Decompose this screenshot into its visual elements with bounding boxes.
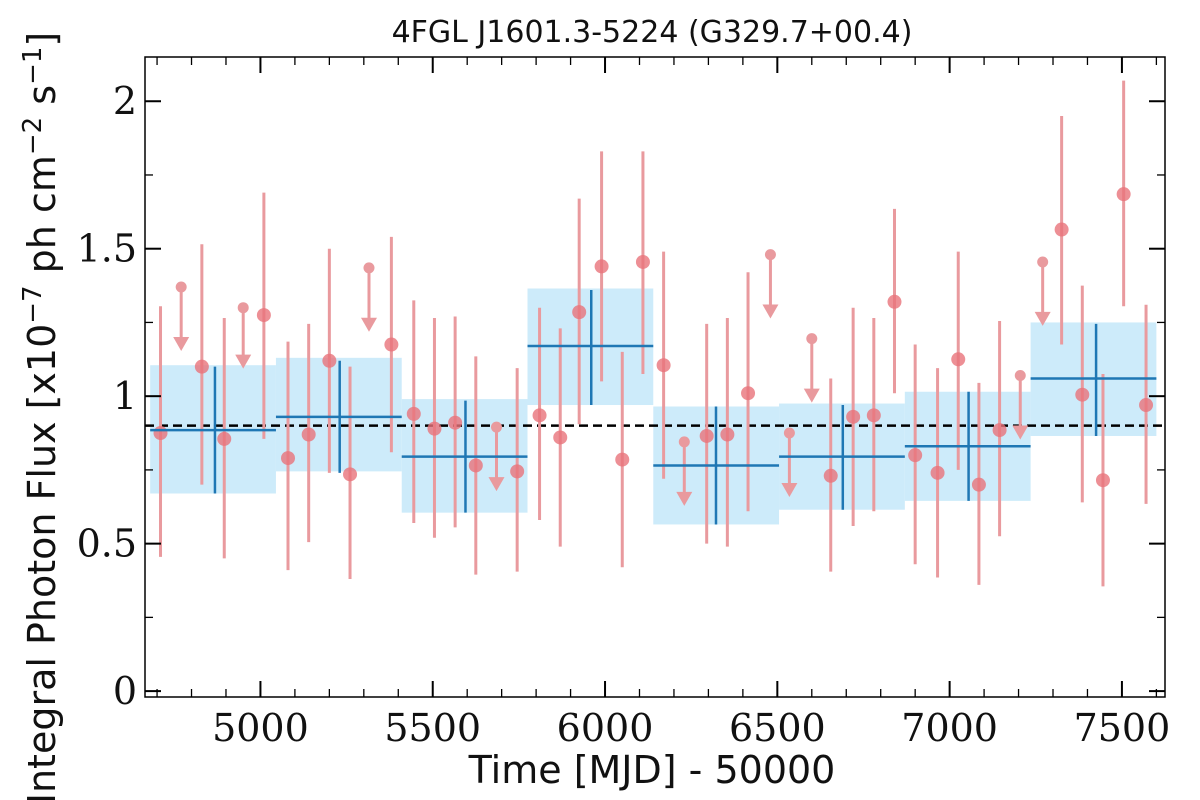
x-tick-label: 7000	[901, 706, 998, 750]
flux-point	[951, 352, 966, 367]
flux-point	[384, 337, 399, 352]
flux-point	[448, 415, 463, 430]
bin-crosses	[150, 289, 1157, 525]
axes: 5000 5500 6000 6500 7000 7500 0 0.5 1 1.5 2	[77, 56, 1171, 750]
flux-point	[930, 465, 945, 480]
flux-point	[1075, 387, 1090, 402]
flux-point	[615, 452, 630, 467]
flux-point	[846, 409, 861, 424]
y-tick-label: 1	[113, 374, 137, 418]
flux-point	[532, 408, 547, 423]
flux-point	[1095, 473, 1110, 488]
flux-point	[256, 308, 271, 323]
flux-point	[468, 458, 483, 473]
flux-point	[281, 451, 296, 466]
upper-limit-arrow	[762, 304, 779, 319]
y-label-exp1: −7	[18, 285, 48, 323]
x-tick-label: 5000	[212, 706, 309, 750]
upper-limits	[173, 249, 1051, 506]
upper-limit-arrow	[1012, 425, 1029, 440]
flux-point	[1116, 187, 1131, 202]
y-label-exp3: −1	[18, 47, 48, 85]
y-label-middle: ph cm	[20, 155, 64, 285]
flux-point	[194, 359, 209, 374]
flux-points	[153, 187, 1154, 492]
y-axis-label: Integral Photon Flux [x10−7 ph cm−2 s−1]	[18, 32, 64, 800]
x-axis-label: Time [MJD] - 50000	[468, 748, 836, 792]
y-tick-label: 0.5	[77, 522, 137, 566]
y-label-prefix: Integral Photon Flux [x10	[20, 324, 64, 800]
upper-limit-arrow	[676, 491, 693, 506]
flux-point	[301, 427, 316, 442]
upper-limit-arrow	[235, 354, 252, 369]
flux-point	[572, 305, 587, 320]
y-label-suffix: ]	[20, 32, 64, 47]
upper-limit-arrow	[1034, 311, 1051, 326]
flux-point	[720, 427, 735, 442]
flux-point	[971, 477, 986, 492]
y-label-exp2: −2	[18, 117, 48, 155]
y-tick-label: 2	[113, 79, 137, 123]
flux-point	[866, 408, 881, 423]
x-tick-label: 6000	[557, 706, 654, 750]
flux-point	[322, 353, 337, 368]
chart-title: 4FGL J1601.3-5224 (G329.7+00.4)	[392, 15, 913, 50]
x-tick-label: 7500	[1074, 706, 1171, 750]
x-tick-label: 5500	[384, 706, 481, 750]
y-label-middle2: s	[20, 85, 64, 117]
upper-limit-arrow	[173, 336, 190, 351]
x-tick-label: 6500	[729, 706, 826, 750]
flux-point	[656, 358, 671, 373]
upper-limit-arrow	[488, 477, 505, 492]
flux-point	[823, 468, 838, 483]
flux-point	[427, 421, 442, 436]
flux-point	[343, 467, 358, 482]
y-tick-label: 1.5	[77, 227, 137, 271]
upper-limit-arrow	[803, 388, 820, 403]
flux-point	[992, 423, 1007, 438]
flux-point	[153, 426, 168, 441]
flux-point	[908, 448, 923, 463]
upper-limit-arrow	[781, 482, 798, 497]
flux-point	[741, 386, 756, 401]
upper-limit-arrow	[360, 317, 377, 332]
flux-point	[635, 254, 650, 269]
flux-point	[1139, 398, 1154, 413]
y-tick-label: 0	[113, 669, 137, 713]
flux-point	[887, 294, 902, 309]
flux-point	[217, 431, 232, 446]
flux-point	[699, 428, 714, 443]
flux-point	[1054, 222, 1069, 237]
bin-bands	[150, 288, 1157, 525]
flux-point	[510, 464, 525, 479]
flux-point	[553, 430, 568, 445]
flux-point	[594, 259, 609, 274]
plot-frame	[144, 56, 1166, 698]
flux-point	[406, 406, 421, 421]
